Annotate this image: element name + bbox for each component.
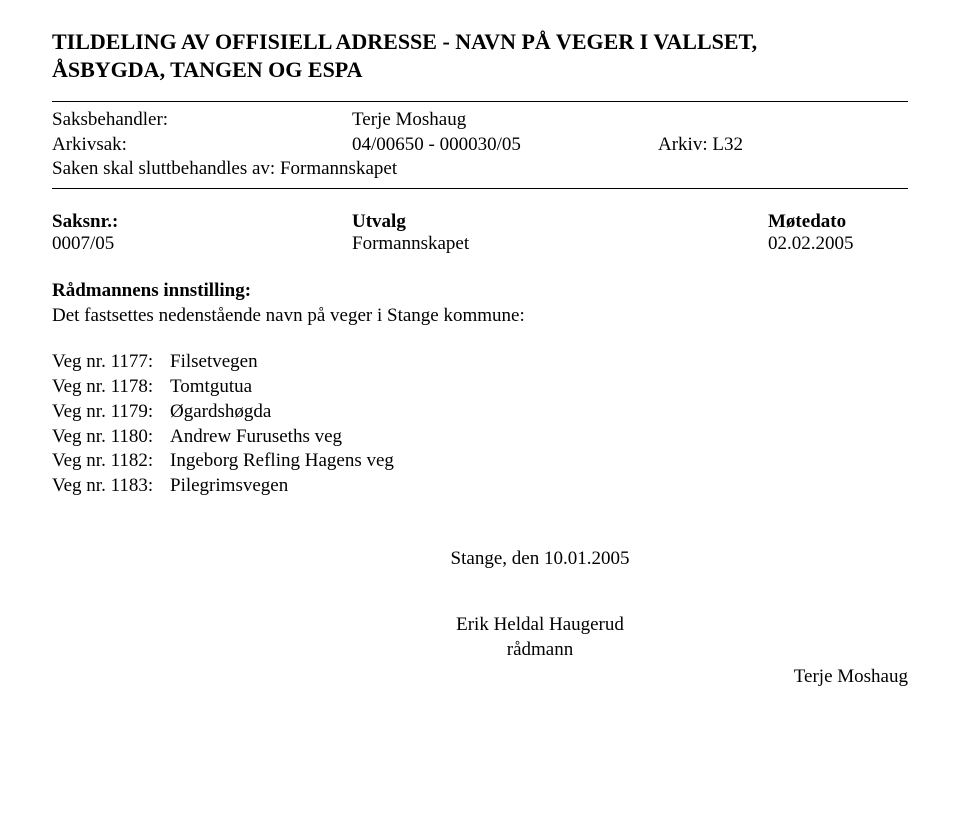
signature-block: Stange, den 10.01.2005 Erik Heldal Hauge…	[52, 547, 908, 690]
sak-data-row: 0007/05 Formannskapet 02.02.2005	[52, 233, 908, 255]
veg-row: Veg nr. 1182: Ingeborg Refling Hagens ve…	[52, 449, 908, 474]
value-utvalg: Formannskapet	[352, 233, 768, 255]
signature-role: rådmann	[172, 638, 908, 663]
veg-row: Veg nr. 1180: Andrew Furuseths veg	[52, 425, 908, 450]
veg-row: Veg nr. 1179: Øgardshøgda	[52, 400, 908, 425]
veg-row: Veg nr. 1178: Tomtgutua	[52, 375, 908, 400]
meta-right-spacer	[658, 108, 908, 133]
meta-row-arkivsak: Arkivsak: 04/00650 - 000030/05 Arkiv: L3…	[52, 133, 908, 158]
arkivsak-value: 04/00650 - 000030/05	[352, 133, 658, 158]
title-line-2: ÅSBYGDA, TANGEN OG ESPA	[52, 56, 908, 84]
header-motedato: Møtedato	[768, 211, 908, 233]
veg-name: Pilegrimsvegen	[170, 474, 908, 499]
title-line-1: TILDELING AV OFFISIELL ADRESSE - NAVN PÅ…	[52, 28, 908, 56]
veg-label: Veg nr. 1177:	[52, 350, 170, 375]
sak-block: Saksnr.: Utvalg Møtedato 0007/05 Formann…	[52, 211, 908, 255]
veg-label: Veg nr. 1179:	[52, 400, 170, 425]
veg-list: Veg nr. 1177: Filsetvegen Veg nr. 1178: …	[52, 350, 908, 498]
document-page: TILDELING AV OFFISIELL ADRESSE - NAVN PÅ…	[0, 0, 960, 689]
innstilling-block: Rådmannens innstilling: Det fastsettes n…	[52, 279, 908, 328]
meta-block: Saksbehandler: Terje Moshaug Arkivsak: 0…	[52, 102, 908, 188]
meta-row-saksbehandler: Saksbehandler: Terje Moshaug	[52, 108, 908, 133]
value-saksnr: 0007/05	[52, 233, 352, 255]
signature-right-name: Terje Moshaug	[52, 665, 908, 690]
veg-name: Tomtgutua	[170, 375, 908, 400]
signature-place-date: Stange, den 10.01.2005	[172, 547, 908, 572]
veg-row: Veg nr. 1183: Pilegrimsvegen	[52, 474, 908, 499]
saken-line: Saken skal sluttbehandles av: Formannska…	[52, 157, 397, 182]
value-date: 02.02.2005	[768, 233, 908, 255]
header-utvalg: Utvalg	[352, 211, 768, 233]
veg-label: Veg nr. 1180:	[52, 425, 170, 450]
veg-label: Veg nr. 1183:	[52, 474, 170, 499]
header-saksnr: Saksnr.:	[52, 211, 352, 233]
innstilling-text: Det fastsettes nedenstående navn på vege…	[52, 304, 908, 329]
veg-label: Veg nr. 1178:	[52, 375, 170, 400]
document-title: TILDELING AV OFFISIELL ADRESSE - NAVN PÅ…	[52, 28, 908, 83]
veg-name: Øgardshøgda	[170, 400, 908, 425]
veg-label: Veg nr. 1182:	[52, 449, 170, 474]
meta-row-saken: Saken skal sluttbehandles av: Formannska…	[52, 157, 908, 182]
arkiv-value: Arkiv: L32	[658, 133, 908, 158]
veg-row: Veg nr. 1177: Filsetvegen	[52, 350, 908, 375]
sak-header-row: Saksnr.: Utvalg Møtedato	[52, 211, 908, 233]
veg-name: Ingeborg Refling Hagens veg	[170, 449, 908, 474]
arkivsak-label: Arkivsak:	[52, 133, 352, 158]
signature-name: Erik Heldal Haugerud	[172, 613, 908, 638]
veg-name: Andrew Furuseths veg	[170, 425, 908, 450]
saksbehandler-label: Saksbehandler:	[52, 108, 352, 133]
innstilling-heading: Rådmannens innstilling:	[52, 279, 908, 304]
veg-name: Filsetvegen	[170, 350, 908, 375]
saksbehandler-value: Terje Moshaug	[352, 108, 658, 133]
divider-bottom	[52, 188, 908, 189]
